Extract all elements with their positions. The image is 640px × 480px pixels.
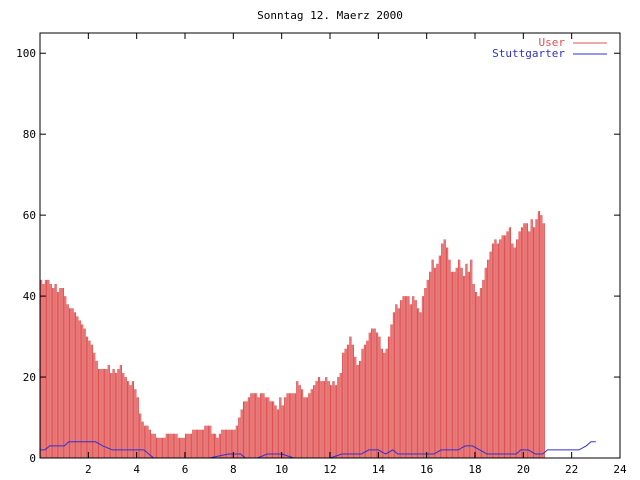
y-tick-label: 100 bbox=[16, 47, 36, 60]
y-tick-label: 60 bbox=[23, 209, 36, 222]
x-tick-label: 14 bbox=[372, 463, 386, 476]
legend: User Stuttgarter bbox=[492, 36, 607, 60]
x-axis: 2 4 6 8 10 12 14 16 18 20 22 24 bbox=[85, 33, 627, 476]
x-tick-label: 4 bbox=[133, 463, 140, 476]
x-tick-label: 6 bbox=[182, 463, 189, 476]
x-tick-label: 22 bbox=[565, 463, 578, 476]
legend-label-stuttgarter: Stuttgarter bbox=[492, 47, 565, 60]
stuttgarter-line bbox=[40, 441, 596, 459]
x-tick-label: 10 bbox=[275, 463, 288, 476]
legend-label-user: User bbox=[539, 36, 566, 49]
x-tick-label: 2 bbox=[85, 463, 92, 476]
x-tick-label: 24 bbox=[613, 463, 627, 476]
y-tick-label: 40 bbox=[23, 290, 36, 303]
y-tick-label: 20 bbox=[23, 371, 36, 384]
y-tick-label: 0 bbox=[29, 452, 36, 465]
x-tick-label: 16 bbox=[420, 463, 433, 476]
x-tick-label: 20 bbox=[517, 463, 530, 476]
y-tick-label: 80 bbox=[23, 128, 36, 141]
x-tick-label: 8 bbox=[230, 463, 237, 476]
x-tick-label: 12 bbox=[323, 463, 336, 476]
y-axis: 0 20 40 60 80 100 bbox=[16, 47, 620, 465]
chart-title: Sonntag 12. Maerz 2000 bbox=[257, 9, 403, 22]
x-tick-label: 18 bbox=[468, 463, 481, 476]
user-impulses bbox=[40, 211, 545, 458]
